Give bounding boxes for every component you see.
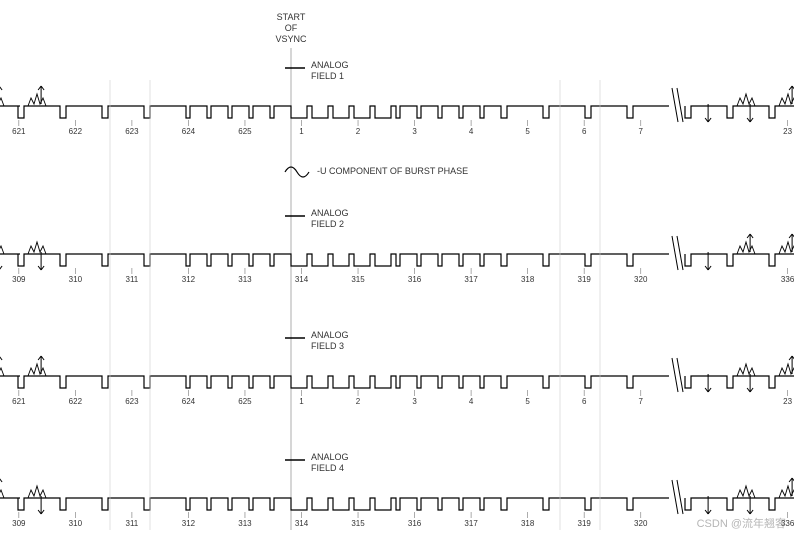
- line-number: 314: [295, 275, 308, 284]
- line-number: 622: [69, 397, 82, 406]
- line-number: 312: [182, 275, 195, 284]
- line-number: 625: [238, 127, 251, 136]
- field-label-line: FIELD 4: [311, 463, 344, 473]
- field-label-line: FIELD 1: [311, 71, 344, 81]
- line-number: 624: [182, 127, 195, 136]
- line-number: 310: [69, 519, 82, 528]
- field-label: ANALOGFIELD 3: [311, 330, 349, 352]
- field-label-line: ANALOG: [311, 60, 349, 70]
- u-component-label: -U COMPONENT OF BURST PHASE: [317, 166, 468, 176]
- line-number: 623: [125, 127, 138, 136]
- timing-svg: [0, 0, 794, 537]
- line-number: 313: [238, 275, 251, 284]
- field-label-line: ANALOG: [311, 330, 349, 340]
- field-label-line: FIELD 3: [311, 341, 344, 351]
- line-number: 319: [578, 519, 591, 528]
- field-label: ANALOGFIELD 1: [311, 60, 349, 82]
- line-number: 315: [351, 275, 364, 284]
- line-number: 625: [238, 397, 251, 406]
- line-number: 622: [69, 127, 82, 136]
- line-number: 316: [408, 275, 421, 284]
- line-number: 2: [356, 397, 360, 406]
- line-number: 314: [295, 519, 308, 528]
- line-number: 7: [638, 397, 642, 406]
- line-number: 319: [578, 275, 591, 284]
- line-number: 310: [69, 275, 82, 284]
- line-number: 1: [299, 127, 303, 136]
- line-number: 311: [125, 275, 138, 284]
- line-number: 4: [469, 127, 473, 136]
- line-number: 320: [634, 519, 647, 528]
- line-number: 3: [412, 397, 416, 406]
- line-number: 5: [525, 127, 529, 136]
- line-number: 315: [351, 519, 364, 528]
- line-number: 23: [783, 397, 792, 406]
- line-number: 317: [464, 275, 477, 284]
- line-number: 318: [521, 519, 534, 528]
- line-number: 309: [12, 275, 25, 284]
- field-label: ANALOGFIELD 2: [311, 208, 349, 230]
- field-label-line: FIELD 2: [311, 219, 344, 229]
- field-label-line: ANALOG: [311, 452, 349, 462]
- line-number: 624: [182, 397, 195, 406]
- line-number: 318: [521, 275, 534, 284]
- field-label-line: ANALOG: [311, 208, 349, 218]
- line-number: 312: [182, 519, 195, 528]
- line-number: 623: [125, 397, 138, 406]
- line-number: 313: [238, 519, 251, 528]
- line-number: 317: [464, 519, 477, 528]
- line-number: 336: [781, 275, 794, 284]
- line-number: 7: [638, 127, 642, 136]
- line-number: 621: [12, 397, 25, 406]
- line-number: 6: [582, 397, 586, 406]
- line-number: 4: [469, 397, 473, 406]
- line-number: 6: [582, 127, 586, 136]
- line-number: 316: [408, 519, 421, 528]
- field-label: ANALOGFIELD 4: [311, 452, 349, 474]
- line-number: 621: [12, 127, 25, 136]
- watermark: CSDN @流年翘客: [697, 515, 786, 531]
- line-number: 311: [125, 519, 138, 528]
- line-number: 309: [12, 519, 25, 528]
- line-number: 320: [634, 275, 647, 284]
- line-number: 3: [412, 127, 416, 136]
- line-number: 23: [783, 127, 792, 136]
- line-number: 2: [356, 127, 360, 136]
- line-number: 5: [525, 397, 529, 406]
- line-number: 1: [299, 397, 303, 406]
